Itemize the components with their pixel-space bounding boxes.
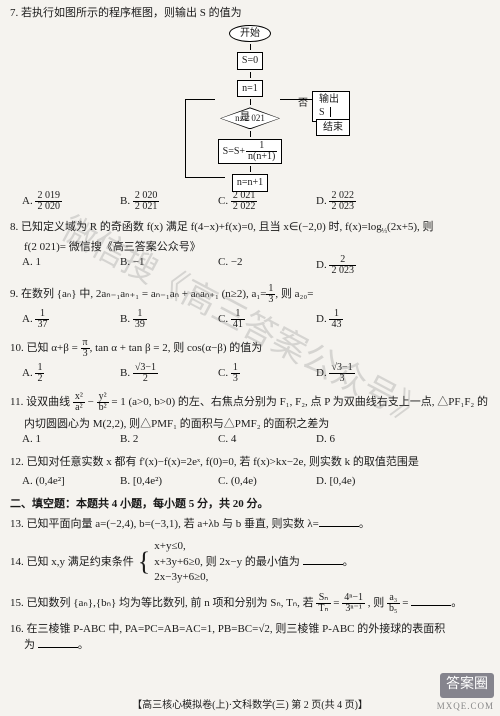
q10-opt-d: D. √3−13 <box>316 363 396 384</box>
q9-opt-d: D. 143 <box>316 309 396 330</box>
question-16: 16. 在三棱锥 P-ABC 中, PA=PC=AB=AC=1, PB=BC=√… <box>10 622 490 653</box>
flow-yes-label: 是 <box>240 111 250 125</box>
corner-watermark: 答案圈 <box>440 673 494 698</box>
q14-blank <box>303 554 343 565</box>
q10-options: A. 12 B. √3−12 C. 13 D. √3−13 <box>10 363 490 384</box>
q8-stem: 8. 已知定义域为 R 的奇函数 f(x) 满足 f(4−x)+f(x)=0, … <box>10 220 490 237</box>
section-2-header: 二、填空题：本题共 4 小题，每小题 5 分，共 20 分。 <box>10 497 490 512</box>
q8-opt-a: A. 1 <box>22 255 102 276</box>
q7-opt-a: A. 2 0192 020 <box>22 191 102 212</box>
question-8: 8. 已知定义域为 R 的奇函数 f(x) 满足 f(4−x)+f(x)=0, … <box>10 220 490 276</box>
question-11: 11. 设双曲线 x²a² − y²b² = 1 (a>0, b>0) 的左、右… <box>10 392 490 447</box>
q10-opt-a: A. 12 <box>22 363 102 384</box>
q11-opt-b: B. 2 <box>120 432 200 447</box>
q10-opt-b: B. √3−12 <box>120 363 200 384</box>
q11-opt-a: A. 1 <box>22 432 102 447</box>
q12-opt-b: B. [0,4e²) <box>120 474 200 489</box>
flow-cond: n≤2 021 <box>220 107 280 129</box>
q10-stem: 10. 已知 α+β = π3, tan α + tan β = 2, 则 co… <box>10 338 490 359</box>
flow-end: 结束 <box>316 119 350 137</box>
page-footer: 【高三核心模拟卷(上)·文科数学(三) 第 2 页(共 4 页)】 <box>0 699 500 713</box>
corner-url: MXQE.COM <box>437 700 494 712</box>
q11-stem2: 内切圆圆心为 M(2,2), 则△PMF₁ 的面积与△PMF₂ 的面积之差为 <box>10 417 490 432</box>
q9-opt-a: A. 137 <box>22 309 102 330</box>
q11-stem: 11. 设双曲线 x²a² − y²b² = 1 (a>0, b>0) 的左、右… <box>10 392 490 413</box>
q11-options: A. 1 B. 2 C. 4 D. 6 <box>10 432 490 447</box>
q8-options: A. 1 B. −1 C. −2 D. 22 023 <box>10 255 490 276</box>
q9-options: A. 137 B. 139 C. 141 D. 143 <box>10 309 490 330</box>
flow-update: S=S+ 1n(n+1) <box>218 139 283 164</box>
flow-inc: n=n+1 <box>232 174 268 192</box>
q7-options: A. 2 0192 020 B. 2 0202 021 C. 2 0212 02… <box>10 191 490 212</box>
question-14: 14. 已知 x,y 满足约束条件 { x+y≤0, x+3y+6≥0, 则 2… <box>10 539 490 585</box>
question-13: 13. 已知平面向量 a=(−2,4), b=(−3,1), 若 a+λb 与 … <box>10 516 490 532</box>
q8-stem2: f(2 021)= 微信搜《高三答案公众号》 <box>10 240 490 255</box>
flow-output: 输出S <box>312 91 350 122</box>
q7-opt-c: C. 2 0212 022 <box>218 191 298 212</box>
q12-opt-a: A. (0,4e²] <box>22 474 102 489</box>
q8-opt-d: D. 22 023 <box>316 255 396 276</box>
question-15: 15. 已知数列 {aₙ},{bₙ} 均为等比数列, 前 n 项和分别为 Sₙ,… <box>10 593 490 614</box>
q12-opt-d: D. [0,4e) <box>316 474 396 489</box>
q9-opt-c: C. 141 <box>218 309 298 330</box>
q10-opt-c: C. 13 <box>218 363 298 384</box>
q15-blank <box>411 595 451 606</box>
q8-opt-b: B. −1 <box>120 255 200 276</box>
q11-opt-c: C. 4 <box>218 432 298 447</box>
q8-opt-c: C. −2 <box>218 255 298 276</box>
q12-options: A. (0,4e²] B. [0,4e²) C. (0,4e) D. [0,4e… <box>10 474 490 489</box>
question-12: 12. 已知对任意实数 x 都有 f'(x)−f(x)=2eˣ, f(0)=0,… <box>10 455 490 489</box>
brace-icon: { <box>138 554 150 570</box>
q11-opt-d: D. 6 <box>316 432 396 447</box>
q16-blank <box>38 637 78 648</box>
flow-n1: n=1 <box>237 80 263 98</box>
question-9: 9. 在数列 {aₙ} 中, 2aₙ₋₁aₙ₊₁ = aₙ₋₁aₙ + aₙaₙ… <box>10 284 490 330</box>
q12-opt-c: C. (0,4e) <box>218 474 298 489</box>
q9-stem: 9. 在数列 {aₙ} 中, 2aₙ₋₁aₙ₊₁ = aₙ₋₁aₙ + aₙaₙ… <box>10 284 490 305</box>
flow-start: 开始 <box>229 25 271 43</box>
q7-stem: 7. 若执行如图所示的程序框图，则输出 S 的值为 <box>10 6 490 21</box>
q7-opt-b: B. 2 0202 021 <box>120 191 200 212</box>
flow-s0: S=0 <box>237 52 263 70</box>
q7-opt-d: D. 2 0222 023 <box>316 191 396 212</box>
q9-opt-b: B. 139 <box>120 309 200 330</box>
q12-stem: 12. 已知对任意实数 x 都有 f'(x)−f(x)=2eˣ, f(0)=0,… <box>10 455 490 470</box>
q13-blank <box>319 516 359 527</box>
question-7: 7. 若执行如图所示的程序框图，则输出 S 的值为 开始 S=0 n=1 n≤2… <box>10 6 490 212</box>
q7-flowchart: 开始 S=0 n=1 n≤2 021 S=S+ 1n(n+1) n=n+1 否 … <box>150 25 350 185</box>
question-10: 10. 已知 α+β = π3, tan α + tan β = 2, 则 co… <box>10 338 490 384</box>
